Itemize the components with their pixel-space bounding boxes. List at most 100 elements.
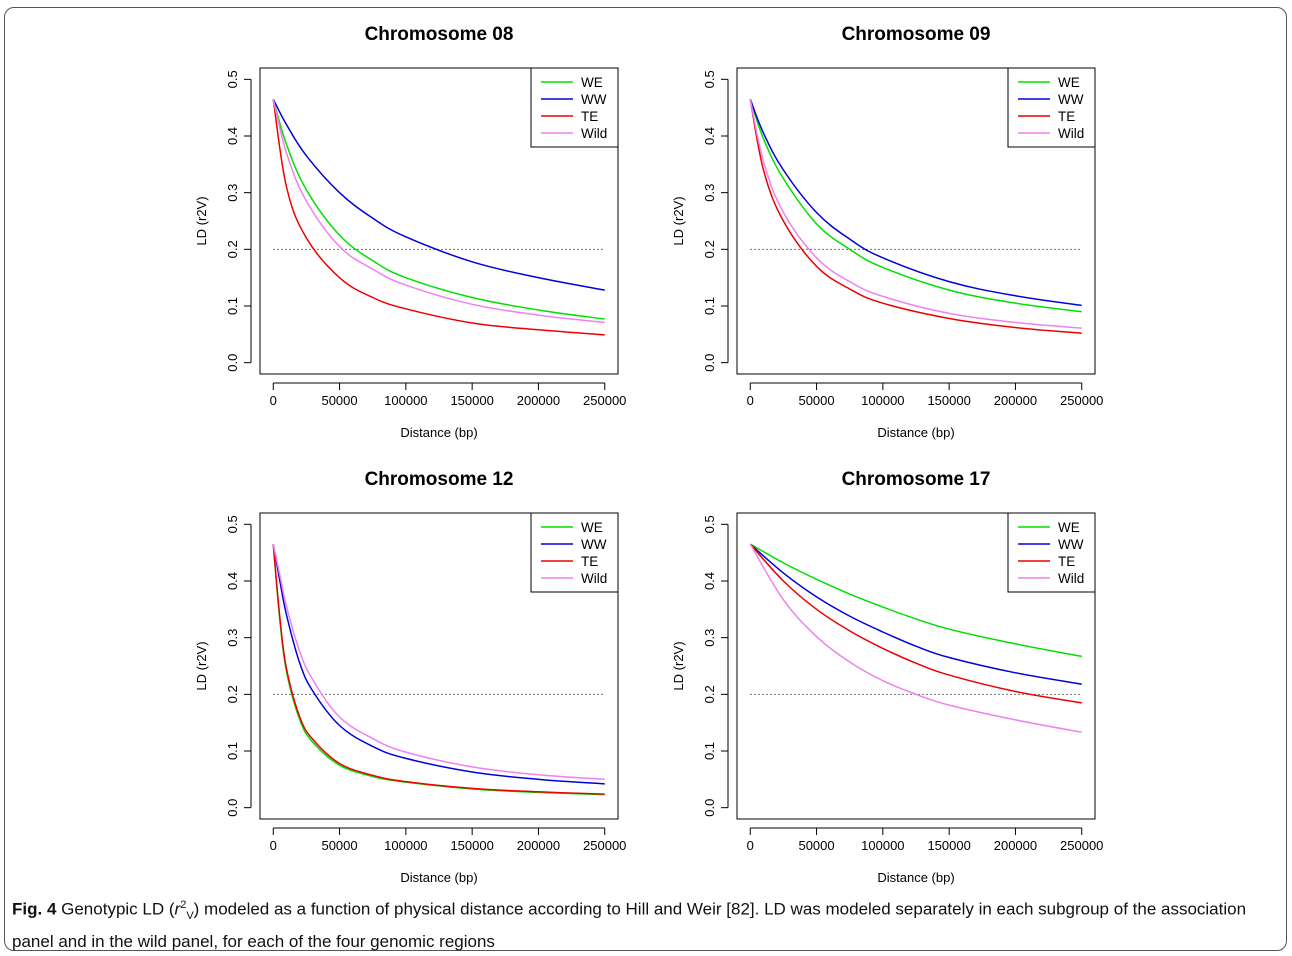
panel-4-legend-label-ww: WW xyxy=(1058,537,1084,552)
panel-3-legend-label-we: WE xyxy=(581,520,603,535)
panel-3-y-tick-label-2: 0.2 xyxy=(225,685,240,703)
panel-4-series-wild-line xyxy=(749,543,1082,734)
panel-2-legend-box xyxy=(1007,67,1096,148)
panel-4-x-tick-label-0: 0 xyxy=(747,838,754,853)
panel-3-series-wild-line xyxy=(272,544,605,781)
panel-2-y-tick-label-0: 0.0 xyxy=(702,354,717,372)
panel-1-x-tick-label-3: 150000 xyxy=(450,393,493,408)
panel-1-x-tick-label-4: 200000 xyxy=(517,393,560,408)
panel-3-y-tick-label-1: 0.1 xyxy=(225,742,240,760)
panel-4-y-tick-label-1: 0.1 xyxy=(702,742,717,760)
panel-4-series-we-line xyxy=(749,543,1082,658)
panel-3-legend-label-wild: Wild xyxy=(581,571,607,586)
panel-4-plot-box xyxy=(736,512,1096,820)
panel-4-x-tick-label-4: 200000 xyxy=(994,838,1037,853)
panel-1-legend-label-te: TE xyxy=(581,109,598,124)
panel-3-plot-box xyxy=(259,512,619,820)
panel-4-x-tick-label-1: 50000 xyxy=(798,838,834,853)
panel-2-legend-label-te: TE xyxy=(1058,109,1075,124)
panel-1-y-tick-label-2: 0.2 xyxy=(225,240,240,258)
panel-3-y-tick-label-4: 0.4 xyxy=(225,572,240,590)
panel-2-x-tick-label-4: 200000 xyxy=(994,393,1037,408)
panel-4-x-tick-label-2: 100000 xyxy=(861,838,904,853)
caption-text-before: Genotypic LD ( xyxy=(56,899,175,919)
panel-3-y-tick-label-0: 0.0 xyxy=(225,799,240,817)
panel-1-y-tick-label-0: 0.0 xyxy=(225,354,240,372)
panel-1-x-tick-label-1: 50000 xyxy=(321,393,357,408)
panel-1-series-te-line xyxy=(272,99,605,336)
panel-2-y-tick-label-4: 0.4 xyxy=(702,127,717,145)
panel-3-x-axis-label: Distance (bp) xyxy=(400,870,477,885)
panel-1-x-tick-label-2: 100000 xyxy=(384,393,427,408)
panel-3-y-axis-label: LD (r2V) xyxy=(194,641,209,690)
panel-1-y-tick-label-4: 0.4 xyxy=(225,127,240,145)
panel-4-y-axis-label: LD (r2V) xyxy=(671,641,686,690)
panel-3-series-te-line xyxy=(272,544,605,795)
panel-4-y-tick-label-5: 0.5 xyxy=(702,515,717,533)
panel-3-x-tick-label-3: 150000 xyxy=(450,838,493,853)
chart-grid: Chromosome 08 0 50000 100000 150000 200000 250… xyxy=(194,24,1103,885)
panel-2-x-tick-label-2: 100000 xyxy=(861,393,904,408)
panel-3-x-tick-label-2: 100000 xyxy=(384,838,427,853)
panel-2-y-axis-label: LD (r2V) xyxy=(671,196,686,245)
panel-2-series-wild-line xyxy=(749,99,1082,329)
panel-1-series-we-line xyxy=(272,98,605,320)
panel-1-x-axis-label: Distance (bp) xyxy=(400,425,477,440)
panel-1-x-tick-label-0: 0 xyxy=(270,393,277,408)
caption-sub: V xyxy=(186,910,194,923)
panel-3-x-tick-label-1: 50000 xyxy=(321,838,357,853)
panel-4-legend-label-te: TE xyxy=(1058,554,1075,569)
caption-r: r xyxy=(174,899,181,919)
panel-4-x-axis-label: Distance (bp) xyxy=(877,870,954,885)
panel-2-x-tick-label-3: 150000 xyxy=(927,393,970,408)
caption-sup: 2 xyxy=(180,899,187,911)
panel-3-legend-label-ww: WW xyxy=(581,537,607,552)
panel-4-legend-label-we: WE xyxy=(1058,520,1080,535)
figure-caption: Fig. 4 Genotypic LD (r2V) modeled as a f… xyxy=(12,892,1280,955)
panel-1-plot-box xyxy=(259,67,619,375)
figure-frame xyxy=(4,7,1287,951)
panel-3-y-tick-label-3: 0.3 xyxy=(225,629,240,647)
panel-1-y-axis-label: LD (r2V) xyxy=(194,196,209,245)
panel-2-title: Chromosome 09 xyxy=(842,24,991,45)
panel-1-series-wild-line xyxy=(272,98,605,324)
panel-4-legend-box xyxy=(1007,512,1096,593)
panel-1-legend-label-we: WE xyxy=(581,75,603,90)
panel-2-x-tick-label-0: 0 xyxy=(747,393,754,408)
panel-2-series-te-line xyxy=(749,99,1082,334)
caption-text-after: ) modeled as a function of physical dist… xyxy=(12,899,1247,952)
panel-4-y-tick-label-2: 0.2 xyxy=(702,685,717,703)
panel-4-title: Chromosome 17 xyxy=(842,469,991,490)
panel-1-y-tick-label-5: 0.5 xyxy=(225,70,240,88)
panel-1-y-tick-label-1: 0.1 xyxy=(225,297,240,315)
panel-4-legend-label-wild: Wild xyxy=(1058,571,1084,586)
panel-2: Chromosome 09 0 50000 100000 150000 200000 250… xyxy=(671,24,1103,440)
panel-4-y-tick-label-4: 0.4 xyxy=(702,572,717,590)
panel-1-legend-box xyxy=(530,67,619,148)
panel-2-x-axis-label: Distance (bp) xyxy=(877,425,954,440)
panel-2-legend-label-ww: WW xyxy=(1058,92,1084,107)
panel-3-x-tick-label-0: 0 xyxy=(270,838,277,853)
panel-1-series-ww-line xyxy=(272,98,605,291)
panel-4-y-tick-label-3: 0.3 xyxy=(702,629,717,647)
panel-3-x-tick-label-5: 250000 xyxy=(583,838,626,853)
panel-4-series-ww-line xyxy=(749,543,1082,685)
panel-2-y-tick-label-2: 0.2 xyxy=(702,240,717,258)
panel-3-x-tick-label-4: 200000 xyxy=(517,838,560,853)
caption-label: Fig. 4 xyxy=(12,899,57,919)
panel-1-legend-label-wild: Wild xyxy=(581,126,607,141)
panel-2-y-tick-label-5: 0.5 xyxy=(702,70,717,88)
panel-1-x-tick-label-5: 250000 xyxy=(583,393,626,408)
panel-3-title: Chromosome 12 xyxy=(365,469,514,490)
panel-4-y-tick-label-0: 0.0 xyxy=(702,799,717,817)
panel-2-x-tick-label-1: 50000 xyxy=(798,393,834,408)
panel-2-series-we-line xyxy=(749,98,1082,313)
panel-3: Chromosome 12 0 50000 100000 150000 200000 250… xyxy=(194,469,626,885)
panel-3-legend-box xyxy=(530,512,619,593)
panel-2-legend-label-we: WE xyxy=(1058,75,1080,90)
panel-2-series-ww-line xyxy=(749,98,1082,307)
panel-4: Chromosome 17 0 50000 100000 150000 200000 250… xyxy=(671,469,1103,885)
panel-1-title: Chromosome 08 xyxy=(365,24,514,45)
panel-1: Chromosome 08 0 50000 100000 150000 200000 250… xyxy=(194,24,626,440)
panel-1-legend-label-ww: WW xyxy=(581,92,607,107)
